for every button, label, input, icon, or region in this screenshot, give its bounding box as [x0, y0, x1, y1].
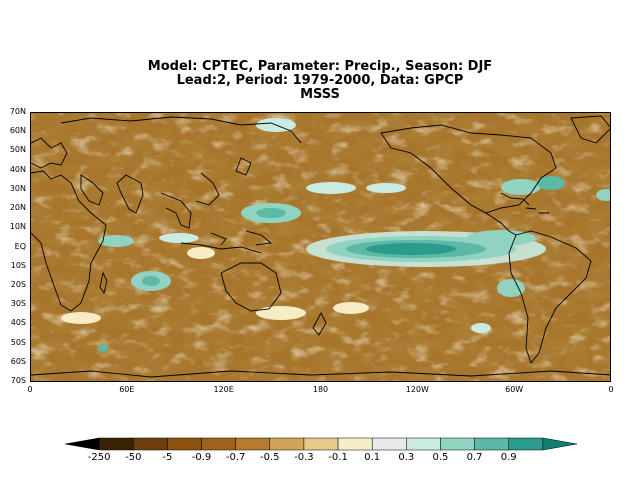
colorbar-swatch	[303, 437, 339, 451]
lat-tick-label: 50S	[10, 337, 26, 347]
colorbar-swatch	[133, 437, 168, 451]
colorbar-tick-label: 0.3	[398, 452, 415, 463]
lat-tick-label: 40S	[10, 318, 26, 328]
colorbar-tick-label: 0.7	[466, 452, 483, 463]
positive-skill-regions	[61, 118, 610, 352]
lon-tick-label: 0	[608, 385, 614, 394]
lon-tick-label: 120E	[213, 385, 234, 394]
colorbar-tick-label: 0.1	[364, 452, 381, 463]
colorbar-tick-label: -0.1	[328, 452, 348, 463]
colorbar-swatch	[269, 437, 305, 451]
lon-tick-label: 120W	[405, 385, 429, 394]
colorbar-tick-label: 0.9	[500, 452, 517, 463]
map-panel	[30, 112, 611, 382]
colorbar-tick-label: 0.5	[432, 452, 449, 463]
lat-tick-label: 70N	[9, 107, 26, 116]
colorbar-swatch	[98, 437, 134, 451]
lat-tick-label: 20S	[10, 279, 26, 289]
lon-tick-label: 180	[312, 385, 329, 394]
lat-tick-label: 50N	[9, 145, 26, 155]
colorbar-tick-label: -0.9	[191, 452, 212, 463]
lat-tick-label: 70S	[10, 376, 26, 385]
lat-tick-label: EQ	[14, 241, 26, 251]
colorbar-tick-label: -250	[87, 452, 111, 463]
colorbar-swatch	[508, 437, 544, 451]
lat-tick-label: 60N	[9, 126, 26, 136]
lon-tick-label: 60W	[505, 385, 524, 394]
colorbar	[64, 437, 578, 451]
lat-tick-label: 10S	[10, 260, 26, 270]
title-line-3: MSSS	[300, 87, 340, 102]
colorbar-swatch	[371, 437, 407, 451]
lat-tick-label: 60S	[10, 356, 26, 366]
lat-tick-label: 40N	[9, 164, 26, 174]
colorbar-swatch	[167, 437, 202, 451]
colorbar-swatch	[542, 437, 578, 451]
title-line-2: Lead:2, Period: 1979-2000, Data: GPCP	[176, 73, 464, 88]
colorbar-swatch	[406, 437, 441, 451]
colorbar-tick-label: -50	[125, 452, 142, 463]
lat-tick-label: 30N	[9, 183, 26, 193]
lat-tick-label: 30S	[10, 299, 26, 309]
colorbar-tick-label: -5	[162, 452, 173, 463]
coastlines	[31, 115, 610, 378]
colorbar-tick-label: -0.5	[260, 452, 280, 463]
lat-tick-label: 20N	[9, 203, 26, 213]
colorbar-tick-label: -0.7	[225, 452, 246, 463]
colorbar-swatch	[337, 437, 373, 451]
title-line-1: Model: CPTEC, Parameter: Precip., Season…	[147, 59, 493, 74]
lat-tick-label: 10N	[9, 222, 26, 232]
colorbar-tick-label: -0.3	[294, 452, 314, 463]
lon-tick-label: 60E	[119, 385, 135, 394]
colorbar-swatch	[64, 437, 100, 451]
lon-tick-label: 0	[27, 385, 33, 394]
skill-score-map	[31, 113, 610, 381]
map-title: Model: CPTEC, Parameter: Precip., Season…	[0, 60, 640, 102]
colorbar-swatch	[235, 437, 271, 451]
colorbar-swatch	[440, 437, 475, 451]
colorbar-swatch	[474, 437, 509, 451]
colorbar-swatch	[201, 437, 236, 451]
